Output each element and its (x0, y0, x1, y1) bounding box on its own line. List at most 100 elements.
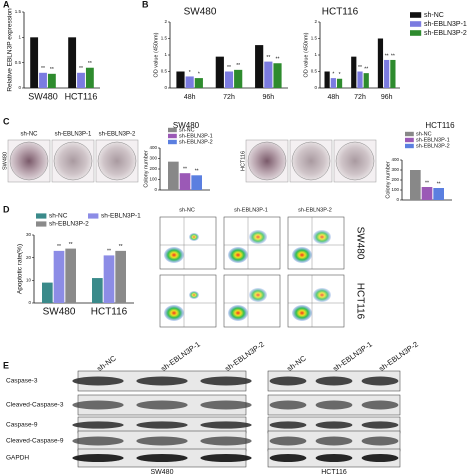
bar (47, 73, 56, 88)
bar (215, 56, 224, 88)
colony-plate (53, 141, 93, 181)
chart-title: SW480 (184, 7, 217, 18)
y-tick-label: 1 (164, 52, 167, 57)
bar (39, 72, 47, 88)
cell-cluster (164, 247, 184, 263)
legend-swatch (168, 133, 177, 139)
y-tick-label: 0 (18, 85, 21, 90)
legend-label: sh-NC (424, 12, 444, 19)
bar (351, 56, 357, 88)
legend-label: sh-EBLN3P-2 (424, 30, 467, 37)
band (269, 376, 307, 386)
legend-label: sh-EBLN3P-1 (416, 137, 450, 143)
significance: ** (41, 66, 45, 72)
y-tick-label: 1 (18, 35, 21, 40)
bar (115, 250, 126, 303)
bar (85, 67, 94, 88)
y-tick-label: 20 (26, 255, 32, 260)
band (269, 453, 307, 463)
band (315, 453, 353, 463)
bar (264, 61, 273, 88)
row-label: HCT116 (354, 283, 365, 320)
band (72, 376, 124, 386)
bar (103, 255, 115, 303)
y-tick-label: 0.5 (15, 60, 22, 65)
significance: ** (69, 242, 73, 248)
band (269, 436, 307, 446)
lane-label: sh-EBLN3P-1 (159, 340, 202, 374)
y-tick-label: 100 (391, 187, 399, 192)
bar (357, 71, 363, 88)
x-tick-label: SW480 (28, 91, 58, 101)
bar (234, 69, 243, 88)
bar (336, 78, 343, 88)
band (72, 421, 124, 429)
y-axis-label: Colony number (385, 161, 391, 198)
legend-swatch (36, 221, 47, 227)
significance: ** (266, 55, 270, 61)
lane-label: sh-EBLN3P-2 (223, 340, 266, 374)
band (136, 400, 188, 410)
legend-label: sh-NC (49, 213, 68, 220)
cell-cluster (313, 230, 331, 244)
significance: ** (236, 63, 240, 69)
bar (194, 78, 203, 88)
y-tick-label: 10 (26, 278, 32, 283)
column-label: sh-EBLN3P-2 (298, 207, 332, 213)
y-tick-label: 0 (154, 187, 157, 192)
y-tick-label: 2 (314, 19, 317, 24)
y-tick-label: 30 (26, 232, 32, 237)
y-tick-label: 400 (391, 157, 399, 162)
cell-cluster (249, 230, 267, 244)
y-tick-label: 0.5 (311, 69, 318, 74)
bar (410, 170, 421, 200)
significance: ** (195, 169, 199, 175)
cell-cluster (249, 288, 267, 302)
bar (324, 71, 330, 88)
y-tick-label: 400 (149, 145, 157, 150)
bar (42, 282, 53, 303)
y-axis-label: Apoptotic rate(%) (17, 244, 24, 294)
bar (92, 278, 103, 303)
significance: * (332, 71, 334, 77)
cell-cluster (292, 305, 312, 321)
band (361, 421, 399, 429)
band (136, 376, 188, 386)
legend-swatch (410, 21, 422, 27)
legend-label: sh-NC (416, 131, 432, 137)
significance: ** (119, 244, 123, 250)
y-tick-label: 1 (314, 52, 317, 57)
bar (68, 37, 77, 88)
legend-label: sh-EBLN3P-1 (101, 213, 141, 220)
band (315, 376, 353, 386)
legend-swatch (410, 12, 422, 18)
y-axis-label: OD value (450nm) (303, 32, 309, 77)
cell-line-label: HCT116 (321, 469, 347, 474)
significance: * (189, 70, 191, 76)
column-label: sh-EBLN3P-1 (55, 132, 92, 138)
legend-label: sh-EBLN3P-2 (416, 143, 450, 149)
legend-label: sh-EBLN3P-2 (49, 221, 89, 228)
bar (53, 250, 65, 303)
protein-label: Cleaved-Caspase-9 (6, 438, 64, 445)
significance: ** (227, 65, 231, 71)
bar (30, 37, 39, 88)
x-tick-label: 96h (262, 94, 274, 101)
bar (421, 187, 433, 200)
y-tick-label: 100 (149, 177, 157, 182)
band (72, 453, 124, 463)
significance: ** (358, 65, 362, 71)
significance: ** (88, 61, 92, 67)
protein-label: Caspase-3 (6, 378, 38, 385)
lane-label: sh-NC (95, 353, 118, 373)
column-label: sh-EBLN3P-2 (99, 132, 136, 138)
y-tick-label: 2 (164, 19, 167, 24)
y-axis-label: OD value (450nm) (153, 32, 159, 77)
bar (224, 71, 234, 88)
cell-line-label: SW480 (151, 469, 174, 474)
legend-swatch (405, 131, 414, 137)
panel-label: A (3, 0, 10, 9)
x-tick-label: SW480 (43, 307, 76, 318)
column-label: sh-NC (20, 132, 38, 138)
legend-swatch (405, 143, 414, 149)
